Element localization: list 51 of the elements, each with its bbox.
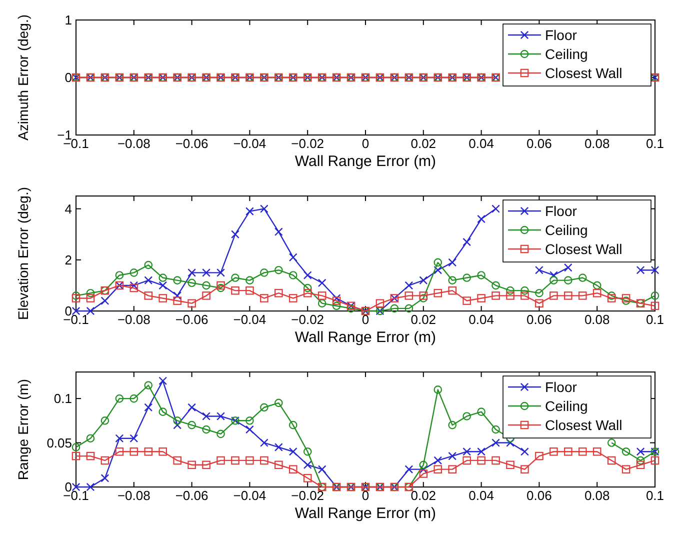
x-tick-label: −0.08 (117, 136, 150, 151)
x-tick-label: 0.1 (646, 488, 664, 503)
x-tick-label: −0.04 (233, 136, 266, 151)
x-tick-label: −0.04 (233, 312, 266, 327)
x-tick-label: 0.1 (646, 136, 664, 151)
x-tick-label: 0.04 (468, 312, 494, 327)
legend-label: Ceiling (545, 222, 588, 238)
x-tick-label: 0.04 (468, 136, 494, 151)
y-tick-label: 0 (64, 70, 72, 85)
x-tick-label: 0.02 (410, 136, 436, 151)
legend-label: Ceiling (545, 398, 588, 414)
x-tick-label: −0.06 (175, 488, 208, 503)
x-tick-label: −0.02 (291, 488, 324, 503)
y-axis-title: Azimuth Error (deg.) (15, 14, 31, 141)
x-tick-label: 0.06 (526, 488, 552, 503)
x-axis-title: Wall Range Error (m) (294, 505, 436, 522)
x-tick-label: 0 (362, 488, 370, 503)
x-tick-label: 0.06 (526, 312, 552, 327)
x-tick-label: −0.06 (175, 136, 208, 151)
legend-label: Closest Wall (545, 65, 622, 81)
legend-label: Floor (545, 379, 578, 395)
x-tick-label: −0.08 (117, 312, 150, 327)
y-axis-title: Elevation Error (deg.) (15, 186, 31, 320)
y-axis-title: Range Error (m) (15, 378, 31, 480)
x-tick-label: −0.06 (175, 312, 208, 327)
x-tick-label: 0.02 (410, 312, 436, 327)
legend-label: Floor (545, 203, 578, 219)
x-tick-label: −0.08 (117, 488, 150, 503)
x-tick-label: 0.02 (410, 488, 436, 503)
legend-label: Closest Wall (545, 417, 622, 433)
x-tick-label: 0.08 (584, 488, 610, 503)
x-tick-label: 0.04 (468, 488, 494, 503)
y-tick-label: 0.1 (54, 391, 72, 406)
x-tick-label: 0.08 (584, 136, 610, 151)
x-axis-title: Wall Range Error (m) (294, 153, 436, 170)
x-tick-label: −0.02 (291, 312, 324, 327)
x-axis-title: Wall Range Error (m) (294, 329, 436, 346)
legend-label: Floor (545, 27, 578, 43)
x-tick-label: 0 (362, 312, 370, 327)
y-tick-label: 4 (64, 201, 72, 216)
legend-label: Ceiling (545, 46, 588, 62)
y-tick-label: 1 (64, 12, 72, 28)
x-tick-label: −0.04 (233, 488, 266, 503)
x-tick-label: 0 (362, 136, 370, 151)
x-tick-label: 0.06 (526, 136, 552, 151)
y-tick-label: 2 (64, 252, 72, 268)
y-tick-label: 0.05 (46, 435, 72, 450)
x-tick-label: −0.02 (291, 136, 324, 151)
legend-label: Closest Wall (545, 241, 622, 257)
x-tick-label: 0.08 (584, 312, 610, 327)
x-tick-label: 0.1 (646, 312, 664, 327)
